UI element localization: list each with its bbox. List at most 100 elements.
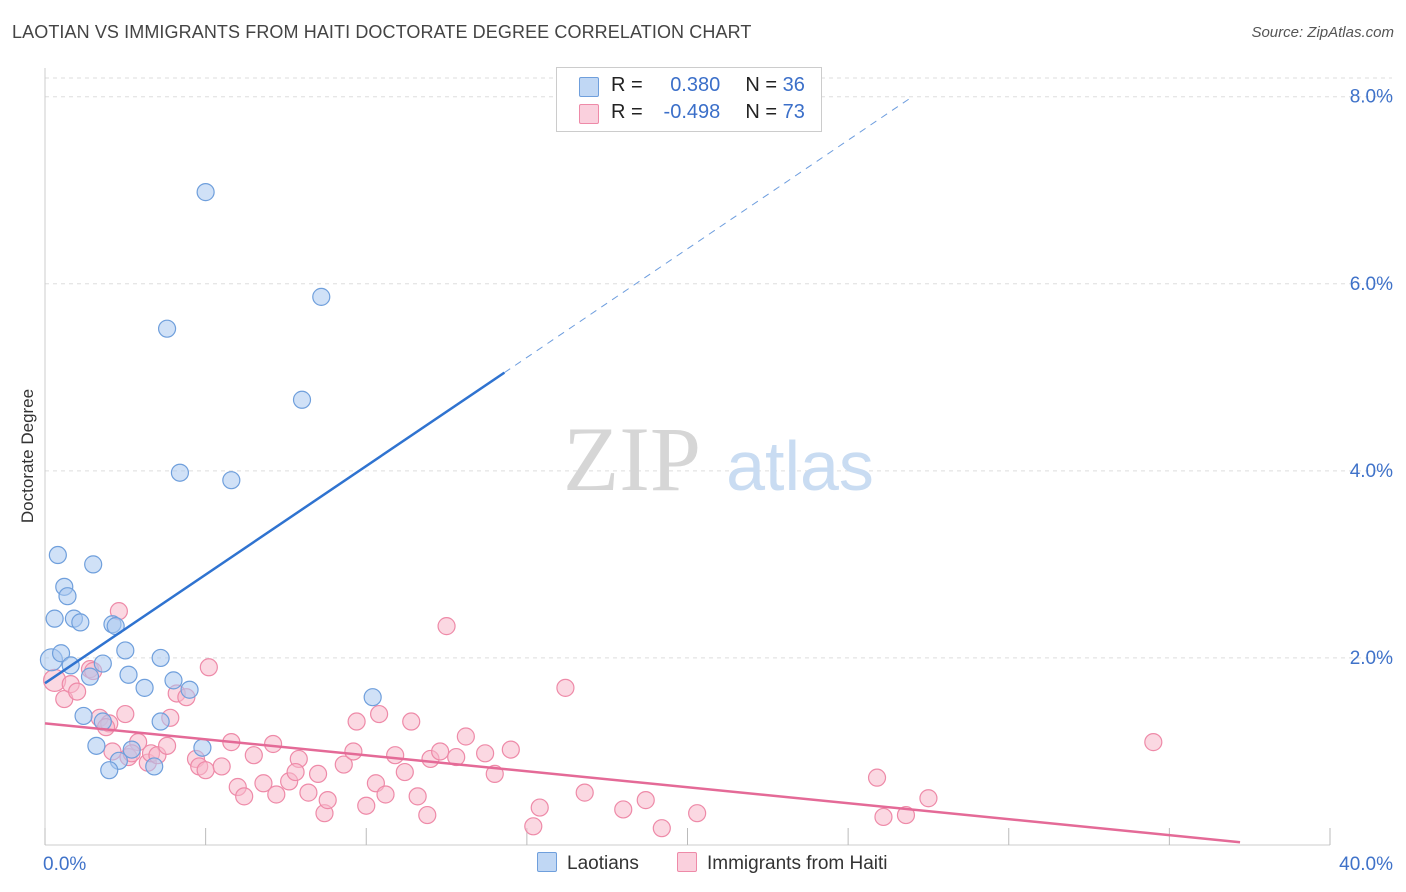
laotian-point [170, 463, 190, 482]
haiti-point [235, 787, 254, 806]
gridlines [45, 77, 1392, 659]
bottom-legend-swatch-blue [537, 852, 557, 872]
source-credit: Source: ZipAtlas.com [1251, 24, 1394, 41]
haiti-point [196, 761, 215, 780]
laotian-point [292, 390, 312, 409]
haiti-point [431, 742, 450, 761]
laotian-point [180, 680, 199, 699]
haiti-point [370, 704, 389, 724]
y-tick-label: 2.0% [1350, 648, 1393, 669]
haiti-point [408, 787, 427, 806]
trendlines [44, 96, 1241, 844]
chart-title: LAOTIAN VS IMMIGRANTS FROM HAITI DOCTORA… [12, 22, 752, 42]
laotian-point [193, 738, 212, 757]
legend-r-label: R = [611, 101, 643, 123]
haiti-point [402, 712, 421, 731]
haiti-point [318, 791, 337, 810]
haiti-point [254, 774, 273, 793]
haiti-point [263, 734, 283, 754]
haiti-point [447, 747, 466, 767]
laotian-point [164, 671, 183, 690]
laotian-point [122, 740, 141, 759]
laotian-point [157, 319, 177, 338]
haiti-point [212, 757, 231, 776]
legend-n-label: N = [745, 74, 778, 96]
laotian-point [51, 644, 71, 663]
haiti-point [556, 678, 575, 697]
axes [44, 68, 1331, 846]
haiti-point [376, 785, 395, 804]
haiti-point [344, 742, 363, 761]
haiti-point [896, 805, 916, 825]
haiti-points [43, 602, 1163, 838]
bottom-legend-haiti: Immigrants from Haiti [677, 852, 888, 875]
haiti-point [68, 682, 87, 701]
laotian-point [116, 641, 135, 660]
laotian-point [45, 609, 64, 628]
haiti-point [334, 755, 353, 774]
watermark-atlas: atlas [726, 427, 874, 505]
haiti-point [347, 712, 366, 731]
haiti-point [244, 746, 263, 765]
correlation-legend: R = 0.380 N = 36 R = -0.498 N = 73 [556, 67, 822, 132]
legend-text: R = -0.498 N = 73 [611, 101, 805, 124]
haiti-point [267, 785, 286, 804]
laotian-point [93, 654, 112, 673]
haiti-point [501, 740, 520, 759]
laotian-point [87, 736, 106, 755]
y-tick-label: 6.0% [1350, 274, 1393, 295]
haiti-point [1144, 733, 1163, 752]
laotian-point [48, 545, 67, 565]
legend-r-label: R = [611, 74, 643, 96]
haiti-point [299, 783, 318, 802]
bottom-legend-label: Laotians [567, 853, 639, 874]
haiti-point [524, 817, 543, 836]
haiti-point [688, 804, 707, 823]
haiti-point [614, 800, 633, 819]
laotian-point [196, 183, 215, 202]
laotian-point [363, 688, 382, 707]
x-tick-label: 0.0% [43, 854, 86, 875]
haiti-point [357, 796, 376, 815]
legend-n-label: N = [745, 101, 778, 123]
laotian-point [222, 471, 241, 490]
laotian-point [151, 648, 170, 668]
laotian-point [100, 761, 119, 780]
haiti-point [636, 791, 655, 810]
haiti-point [395, 762, 414, 782]
laotian-point [71, 613, 90, 632]
laotian-point [151, 712, 170, 731]
laotian-point [58, 587, 77, 606]
tick-labels: 2.0% 4.0% 6.0% 8.0% 0.0% 40.0% [43, 87, 1393, 875]
laotian-point [312, 287, 331, 306]
bottom-legend-swatch-pink [677, 852, 697, 872]
laotian-point [135, 678, 154, 697]
haiti-point [157, 736, 177, 755]
laotian-point [80, 667, 100, 686]
haiti-point [116, 704, 135, 724]
haiti-point [418, 805, 437, 825]
haiti-point [456, 727, 475, 746]
legend-n-value: 36 [782, 74, 805, 96]
laotian-points [39, 183, 382, 780]
haiti-point [575, 783, 594, 802]
haiti-trendline [44, 722, 1241, 844]
haiti-point [652, 819, 671, 838]
x-tick-label: 40.0% [1339, 854, 1393, 875]
watermark-zip: ZIP [563, 408, 701, 510]
haiti-point [286, 762, 305, 782]
haiti-point [530, 798, 549, 817]
y-axis-label: Doctorate Degree [18, 388, 37, 524]
laotian-trendline [44, 371, 506, 685]
laotian-point [119, 665, 138, 684]
bottom-legend-label: Immigrants from Haiti [707, 853, 888, 874]
laotian-point [145, 757, 164, 776]
legend-text: R = 0.380 N = 36 [611, 74, 805, 97]
laotian-point [84, 555, 103, 574]
y-tick-label: 4.0% [1350, 461, 1393, 482]
legend-r-value: -0.498 [663, 101, 721, 123]
haiti-point [308, 764, 328, 784]
haiti-point [199, 658, 218, 677]
legend-n-value: 73 [782, 101, 805, 123]
